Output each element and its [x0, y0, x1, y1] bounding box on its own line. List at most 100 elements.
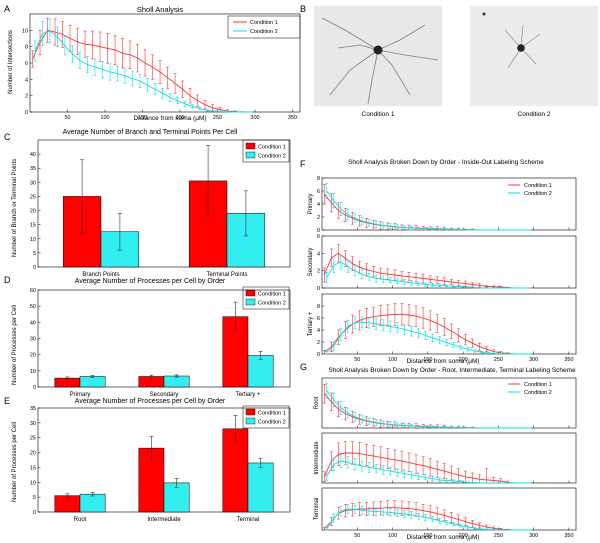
panel-d-ytick-label: 50	[30, 304, 36, 310]
legend-d: Condition 1 Condition 2	[242, 286, 290, 310]
panel-e-category-label: Terminal	[237, 517, 260, 523]
panel-f-sub1-ytick-label: 0	[317, 228, 320, 234]
legend-c-c1: Condition 1	[258, 145, 286, 151]
panel-f-sub3-ytick-label: 6	[317, 316, 320, 322]
panel-f-sub3-ytick-label: 8	[317, 304, 320, 310]
panel-e-bar	[54, 495, 81, 513]
panel-g-sub3-xtick-label: 300	[529, 533, 538, 539]
panel-e-bar	[247, 462, 274, 513]
panel-a-line-1	[32, 29, 251, 113]
panel-a-xtick-label: 100	[100, 115, 109, 121]
panel-e-ytick-label: 0	[33, 510, 36, 516]
panel-g-sub3-xtick-label: 150	[423, 533, 432, 539]
panel-f-sub1-ytick-label: 6	[317, 189, 320, 195]
panel-g-sub1-series-1	[322, 383, 529, 429]
panel-b-image-2	[470, 6, 598, 106]
panel-e-ytick-label: 25	[30, 436, 36, 442]
panel-d-ytick-label: 20	[30, 353, 36, 359]
panel-letter-a: A	[4, 4, 10, 14]
panel-a-title: Sholl Analysis	[137, 5, 184, 14]
panel-f-sub3-series-1	[322, 303, 529, 355]
legend-c-c2: Condition 2	[258, 154, 286, 160]
panel-f-sub1-ytick-label: 2	[317, 215, 320, 221]
panel-f-sub1-line-2	[326, 190, 532, 231]
panel-a-ytick-label: 8	[25, 45, 28, 51]
legend-g-c2: Condition 2	[524, 390, 552, 396]
legend-a: Condition 1 Condition 2	[227, 15, 301, 39]
panel-e-ytick-label: 10	[30, 480, 36, 486]
panel-d-ylabel: Number of Processes per Cell	[12, 305, 18, 385]
legend-a-c1: Condition 1	[250, 20, 278, 26]
panel-g-sub3-line-2	[326, 508, 532, 531]
panel-c-ytick-label: 30	[30, 180, 36, 186]
panel-f-sub3-xtick-label: 50	[354, 357, 360, 363]
panel-a-xtick-label: 200	[175, 115, 184, 121]
panel-d-bar	[79, 376, 106, 388]
panel-e-bar	[79, 493, 106, 513]
panel-g-sub3-subplot-label: Terminal	[314, 498, 320, 521]
panel-g-sub2-axes-frame	[321, 432, 577, 484]
panel-g-sub2-line-1	[323, 452, 529, 484]
legend-a-c2: Condition 2	[250, 29, 278, 35]
panel-g-sub2-series-1	[322, 441, 529, 484]
panel-d-ytick-label: 30	[30, 337, 36, 343]
chart-marks: 50 100 150 200 250 300 35002468100510152025303…	[22, 13, 577, 539]
panel-f-sub2-line-2	[326, 261, 532, 289]
panel-a-xtick-label: 300	[250, 115, 259, 121]
panel-c-ytick-label: 20	[30, 209, 36, 215]
panel-b-caption-1: Condition 1	[362, 111, 395, 118]
panel-g-sub3-xtick-label: 250	[494, 533, 503, 539]
panel-f-sub2-axes-frame	[321, 235, 577, 289]
legend-c: Condition 1 Condition 2	[242, 139, 290, 163]
panel-d-title: Average Number of Processes per Cell by …	[75, 278, 226, 285]
panel-f-sub3-axes-frame	[321, 293, 577, 355]
panel-c-ytick-label: 35	[30, 166, 36, 172]
panel-a-xtick-label: 350	[288, 115, 297, 121]
panel-a-ytick-label: 10	[22, 28, 28, 34]
legend-d-c1: Condition 1	[258, 292, 286, 298]
panel-f-sub3-xtick-label: 350	[564, 357, 573, 363]
panel-letter-c: C	[4, 132, 11, 142]
panel-f-sub2-line-1	[323, 252, 529, 289]
panel-d-category-label: Secondary	[150, 392, 179, 398]
panel-e-category-label: Root	[74, 517, 87, 523]
panel-g-sub1-line-1	[323, 393, 529, 429]
legend-e: Condition 1 Condition 2	[242, 405, 290, 429]
panel-g-sub3-axes-frame	[321, 487, 577, 531]
panel-f-sub3-ytick-label: 2	[317, 340, 320, 346]
panel-c-ylabel: Number of Branch or Terminal Points	[12, 159, 18, 257]
panel-d-ytick-label: 60	[30, 288, 36, 294]
legend-g: Condition 1 Condition 2	[508, 382, 552, 396]
panel-letter-e: E	[4, 396, 10, 406]
panel-f-sub3-xtick-label: 200	[459, 357, 468, 363]
panel-g-sub1-axes-frame	[321, 377, 577, 429]
panel-d-bar	[247, 355, 274, 388]
panel-b-caption-2: Condition 2	[518, 111, 551, 118]
panel-f-sub2-series-2	[325, 254, 532, 289]
panel-g-sub3-xtick-label: 350	[564, 533, 573, 539]
panel-f-sub3-ytick-label: 4	[317, 328, 320, 334]
panel-c-category-label: Branch Points	[82, 272, 119, 278]
panel-f-sub3-line-2	[326, 321, 532, 355]
panel-g-sub2-line-2	[326, 460, 532, 484]
panel-f-sub1-series-1	[322, 184, 529, 231]
panel-f-sub2-ytick-label: 0	[317, 286, 320, 292]
panel-e-bar	[222, 428, 249, 513]
panel-f-sub3-xtick-label: 300	[529, 357, 538, 363]
panel-c-axes-frame	[37, 139, 291, 268]
panel-f-sub2-series-1	[322, 244, 529, 289]
legend-g-c1: Condition 1	[524, 382, 552, 388]
panel-d-ytick-label: 0	[33, 385, 36, 391]
panel-f-sub1-ytick-label: 8	[317, 176, 320, 182]
panel-letter-b: B	[300, 4, 306, 14]
panel-letter-g: G	[300, 362, 307, 372]
legend-e-c2: Condition 2	[258, 420, 286, 426]
panel-f-sub1-subplot-label: Primary	[308, 194, 314, 215]
panel-d-bar	[163, 375, 190, 388]
panel-g-xlabel: Distance from soma (μM)	[406, 534, 479, 541]
panel-f-sub1-line-1	[323, 194, 529, 231]
panel-letter-f: F	[300, 159, 306, 169]
panel-c-ytick-label: 5	[33, 251, 36, 257]
legend-f: Condition 1 Condition 2	[508, 183, 552, 197]
